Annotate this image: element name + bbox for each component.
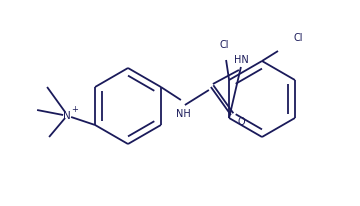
Text: Cl: Cl <box>293 33 303 43</box>
Text: Cl: Cl <box>219 40 229 50</box>
Text: +: + <box>72 105 78 114</box>
Text: N: N <box>63 110 71 121</box>
Text: NH: NH <box>176 109 190 118</box>
Text: O: O <box>237 116 245 126</box>
Text: HN: HN <box>234 55 248 65</box>
